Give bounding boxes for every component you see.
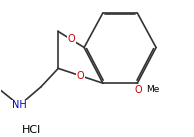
Text: NH: NH	[12, 100, 27, 110]
Text: Me: Me	[146, 85, 160, 94]
Text: O: O	[134, 85, 142, 95]
Text: HCl: HCl	[22, 125, 42, 135]
Text: O: O	[77, 71, 84, 81]
Text: O: O	[67, 35, 75, 45]
